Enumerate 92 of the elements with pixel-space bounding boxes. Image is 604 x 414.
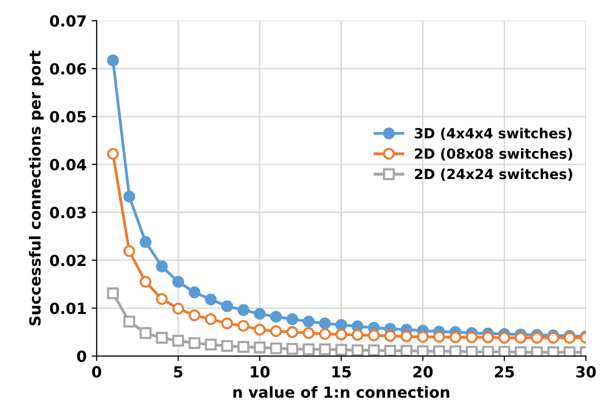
point xyxy=(107,287,119,300)
point xyxy=(286,313,298,326)
x-tick-label: 10 xyxy=(250,366,270,378)
point xyxy=(319,328,331,340)
x-tick-label: 15 xyxy=(332,366,351,378)
point xyxy=(368,344,380,356)
legend-label: 2D (08x08 switches) xyxy=(415,148,572,160)
point xyxy=(188,286,200,298)
point xyxy=(335,328,348,340)
point xyxy=(204,338,217,350)
point xyxy=(450,345,462,356)
point xyxy=(466,346,478,356)
point xyxy=(482,346,494,356)
point xyxy=(302,343,315,356)
point xyxy=(270,325,282,338)
point xyxy=(514,332,527,344)
point xyxy=(466,331,478,344)
legend-label: 3D (4x4x4 switches) xyxy=(414,128,572,140)
point xyxy=(238,320,250,332)
point xyxy=(140,327,152,339)
point xyxy=(221,300,234,312)
y-tick-label: 0 xyxy=(77,350,86,362)
point xyxy=(564,346,576,356)
y-tick-label: 0.02 xyxy=(50,254,86,266)
point xyxy=(123,316,136,328)
point xyxy=(416,345,429,356)
point xyxy=(254,342,266,354)
point xyxy=(204,294,217,306)
point xyxy=(270,342,282,354)
point xyxy=(156,332,168,344)
point xyxy=(123,245,136,258)
point xyxy=(221,340,234,352)
point xyxy=(531,346,543,356)
point xyxy=(140,276,152,288)
point xyxy=(107,54,119,66)
y-tick-label: 0.04 xyxy=(50,158,86,170)
x-tick-label: 25 xyxy=(494,366,514,378)
point xyxy=(302,316,315,328)
point xyxy=(172,334,184,347)
point xyxy=(400,344,412,356)
point xyxy=(204,313,217,326)
point xyxy=(319,343,331,356)
point xyxy=(384,344,396,356)
point xyxy=(156,260,168,272)
point xyxy=(254,324,266,336)
point xyxy=(172,302,184,315)
point xyxy=(221,318,234,330)
point xyxy=(156,293,168,305)
point xyxy=(238,304,250,316)
point xyxy=(433,330,446,343)
point xyxy=(547,332,560,344)
legend-label: 2D (24x24 switches) xyxy=(415,168,572,181)
point xyxy=(400,330,412,342)
point xyxy=(368,330,380,342)
point xyxy=(188,337,200,350)
x-tick-label: 0 xyxy=(92,366,102,378)
point xyxy=(482,331,494,344)
y-axis-title: Successful connections per port xyxy=(28,50,44,326)
point xyxy=(270,310,282,323)
y-tick-label: 0.03 xyxy=(50,206,86,218)
point xyxy=(498,346,510,356)
x-tick-label: 30 xyxy=(576,366,596,378)
point xyxy=(450,331,462,344)
point xyxy=(335,344,348,356)
point xyxy=(514,346,527,356)
point xyxy=(547,346,560,356)
point xyxy=(433,345,446,356)
point xyxy=(286,326,298,338)
point xyxy=(172,276,184,288)
point xyxy=(531,332,543,344)
y-tick-label: 0.07 xyxy=(50,15,86,27)
point xyxy=(302,327,315,339)
x-tick-label: 5 xyxy=(174,366,182,378)
point xyxy=(416,330,429,343)
x-axis-title: n value of 1:n connection xyxy=(233,386,450,398)
point xyxy=(335,318,348,331)
x-tick-label: 20 xyxy=(413,366,433,378)
point xyxy=(107,148,119,160)
point xyxy=(254,308,266,320)
point xyxy=(352,344,364,356)
y-tick-label: 0.06 xyxy=(50,63,86,75)
point xyxy=(352,329,364,341)
point xyxy=(123,190,136,202)
point xyxy=(384,330,396,342)
point xyxy=(188,309,200,322)
y-tick-label: 0.05 xyxy=(50,110,86,123)
y-tick-label: 0.01 xyxy=(50,302,86,314)
point xyxy=(498,332,510,344)
point xyxy=(140,236,152,248)
point xyxy=(238,341,250,353)
point xyxy=(286,342,298,355)
point xyxy=(319,318,331,330)
